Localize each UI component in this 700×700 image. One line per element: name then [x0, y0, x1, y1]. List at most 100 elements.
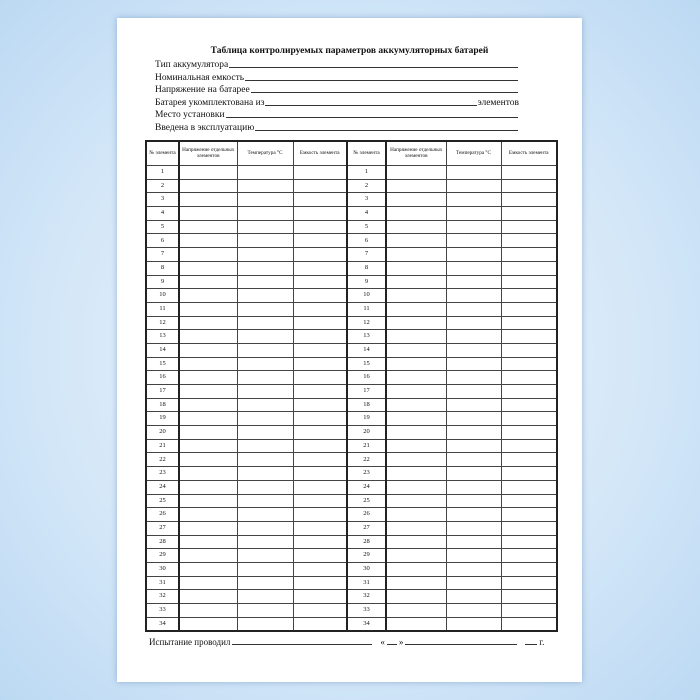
field-blank-line[interactable] — [229, 66, 518, 68]
data-entry-cell[interactable] — [178, 411, 238, 427]
data-entry-cell[interactable] — [292, 247, 348, 262]
data-entry-cell[interactable] — [445, 452, 502, 468]
data-entry-cell[interactable] — [500, 356, 558, 372]
data-entry-cell[interactable] — [385, 219, 447, 235]
data-entry-cell[interactable] — [178, 206, 238, 221]
data-entry-cell[interactable] — [236, 507, 294, 522]
data-entry-cell[interactable] — [445, 397, 502, 413]
data-entry-cell[interactable] — [500, 411, 558, 427]
data-entry-cell[interactable] — [178, 534, 238, 550]
data-entry-cell[interactable] — [178, 329, 238, 344]
data-entry-cell[interactable] — [445, 575, 502, 591]
data-entry-cell[interactable] — [385, 178, 447, 194]
data-entry-cell[interactable] — [500, 493, 558, 509]
data-entry-cell[interactable] — [292, 178, 348, 194]
data-entry-cell[interactable] — [385, 356, 447, 372]
data-entry-cell[interactable] — [385, 466, 447, 481]
data-entry-cell[interactable] — [178, 165, 238, 180]
data-entry-cell[interactable] — [385, 548, 447, 563]
data-entry-cell[interactable] — [385, 288, 447, 303]
data-entry-cell[interactable] — [292, 507, 348, 522]
data-entry-cell[interactable] — [178, 603, 238, 618]
data-entry-cell[interactable] — [236, 452, 294, 468]
data-entry-cell[interactable] — [292, 520, 348, 536]
data-entry-cell[interactable] — [445, 520, 502, 536]
field-blank-line[interactable] — [255, 129, 518, 131]
data-entry-cell[interactable] — [178, 452, 238, 468]
data-entry-cell[interactable] — [236, 616, 294, 632]
data-entry-cell[interactable] — [236, 178, 294, 194]
data-entry-cell[interactable] — [292, 165, 348, 180]
data-entry-cell[interactable] — [178, 479, 238, 495]
data-entry-cell[interactable] — [445, 288, 502, 303]
data-entry-cell[interactable] — [385, 342, 447, 358]
data-entry-cell[interactable] — [292, 397, 348, 413]
data-entry-cell[interactable] — [236, 411, 294, 427]
data-entry-cell[interactable] — [178, 178, 238, 194]
data-entry-cell[interactable] — [236, 219, 294, 235]
data-entry-cell[interactable] — [500, 192, 558, 208]
data-entry-cell[interactable] — [292, 425, 348, 440]
field-blank-line[interactable] — [225, 116, 518, 119]
data-entry-cell[interactable] — [500, 589, 558, 604]
data-entry-cell[interactable] — [236, 315, 294, 331]
data-entry-cell[interactable] — [385, 425, 447, 440]
data-entry-cell[interactable] — [385, 192, 447, 208]
data-entry-cell[interactable] — [292, 384, 348, 399]
data-entry-cell[interactable] — [236, 288, 294, 303]
data-entry-cell[interactable] — [385, 493, 447, 509]
data-entry-cell[interactable] — [236, 301, 294, 317]
data-entry-cell[interactable] — [236, 466, 294, 481]
data-entry-cell[interactable] — [178, 397, 238, 413]
data-entry-cell[interactable] — [292, 466, 348, 481]
data-entry-cell[interactable] — [445, 165, 502, 180]
data-entry-cell[interactable] — [385, 329, 447, 344]
data-entry-cell[interactable] — [178, 260, 238, 276]
year-blank[interactable] — [525, 643, 538, 645]
data-entry-cell[interactable] — [236, 479, 294, 495]
data-entry-cell[interactable] — [385, 411, 447, 427]
data-entry-cell[interactable] — [178, 192, 238, 208]
data-entry-cell[interactable] — [178, 233, 238, 249]
data-entry-cell[interactable] — [236, 548, 294, 563]
data-entry-cell[interactable] — [445, 561, 502, 577]
data-entry-cell[interactable] — [445, 548, 502, 563]
data-entry-cell[interactable] — [292, 329, 348, 344]
data-entry-cell[interactable] — [445, 329, 502, 344]
data-entry-cell[interactable] — [500, 165, 558, 180]
data-entry-cell[interactable] — [236, 603, 294, 618]
data-entry-cell[interactable] — [445, 342, 502, 358]
data-entry-cell[interactable] — [445, 233, 502, 249]
data-entry-cell[interactable] — [236, 274, 294, 290]
data-entry-cell[interactable] — [385, 233, 447, 249]
data-entry-cell[interactable] — [178, 616, 238, 632]
data-entry-cell[interactable] — [385, 534, 447, 550]
data-entry-cell[interactable] — [236, 247, 294, 262]
data-entry-cell[interactable] — [236, 384, 294, 399]
data-entry-cell[interactable] — [385, 370, 447, 385]
data-entry-cell[interactable] — [385, 438, 447, 454]
data-entry-cell[interactable] — [445, 589, 502, 604]
data-entry-cell[interactable] — [236, 342, 294, 358]
data-entry-cell[interactable] — [178, 589, 238, 604]
data-entry-cell[interactable] — [292, 356, 348, 372]
data-entry-cell[interactable] — [178, 274, 238, 290]
data-entry-cell[interactable] — [178, 575, 238, 591]
data-entry-cell[interactable] — [500, 603, 558, 618]
data-entry-cell[interactable] — [500, 452, 558, 468]
data-entry-cell[interactable] — [178, 561, 238, 577]
data-entry-cell[interactable] — [445, 466, 502, 481]
data-entry-cell[interactable] — [292, 411, 348, 427]
data-entry-cell[interactable] — [500, 534, 558, 550]
data-entry-cell[interactable] — [500, 274, 558, 290]
data-entry-cell[interactable] — [385, 520, 447, 536]
data-entry-cell[interactable] — [236, 438, 294, 454]
data-entry-cell[interactable] — [445, 206, 502, 221]
data-entry-cell[interactable] — [385, 603, 447, 618]
data-entry-cell[interactable] — [236, 534, 294, 550]
data-entry-cell[interactable] — [500, 507, 558, 522]
data-entry-cell[interactable] — [292, 575, 348, 591]
data-entry-cell[interactable] — [178, 219, 238, 235]
data-entry-cell[interactable] — [236, 192, 294, 208]
data-entry-cell[interactable] — [236, 206, 294, 221]
